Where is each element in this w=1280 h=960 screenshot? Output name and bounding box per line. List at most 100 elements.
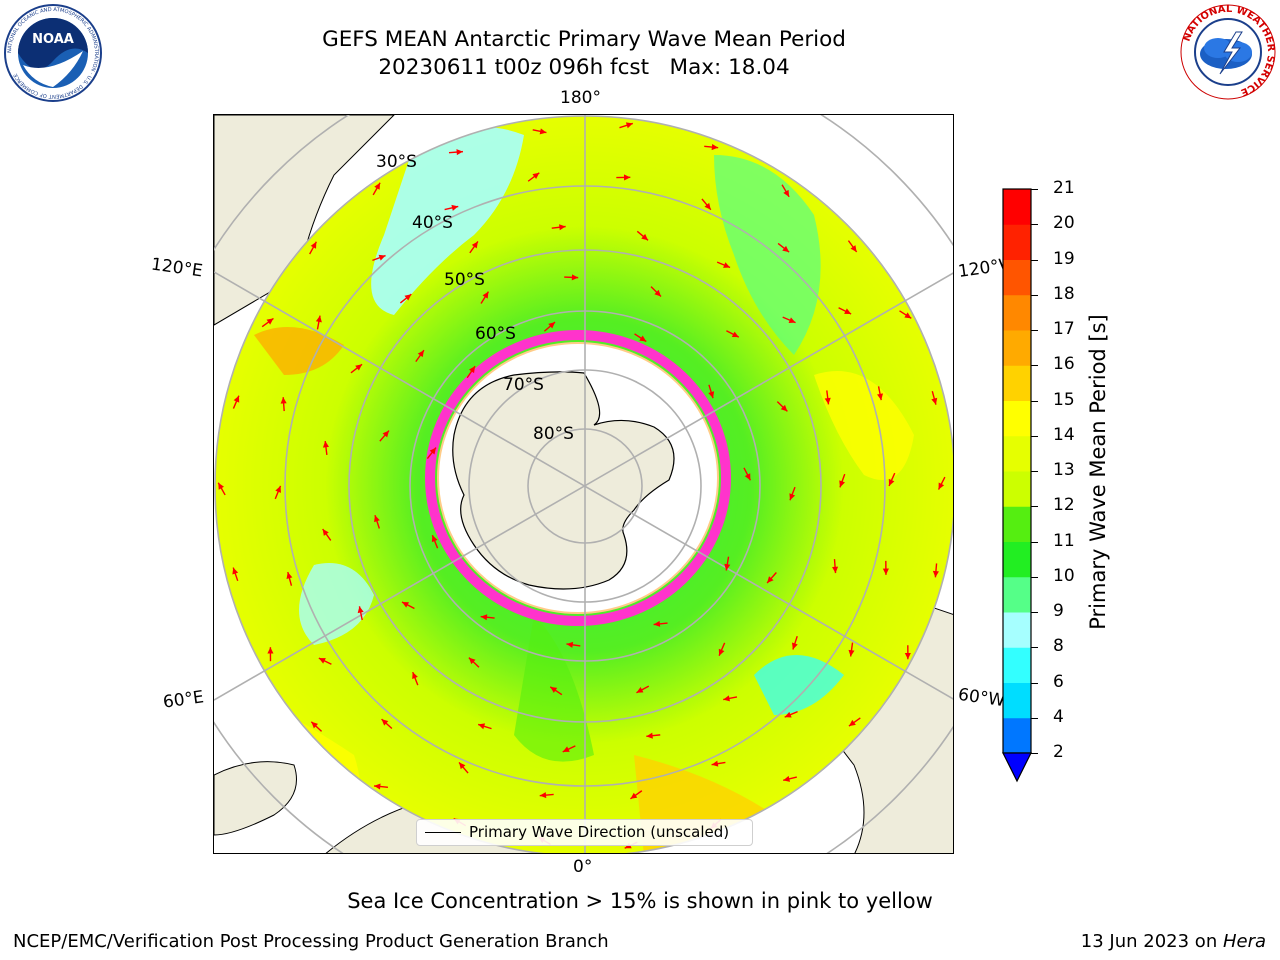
wave-arrow-head — [562, 746, 570, 752]
wave-arrow-head — [431, 535, 438, 543]
lat-label-70s: 70°S — [503, 375, 544, 395]
wave-arrow-head — [731, 331, 739, 338]
colorbar-tick-label: 21 — [1053, 178, 1075, 198]
lat-label-30s: 30°S — [376, 152, 417, 172]
wave-arrow-head — [378, 254, 386, 261]
wave-arrow-head — [429, 447, 437, 455]
colorbar-tick-label: 16 — [1053, 354, 1075, 375]
wave-arrow-head — [280, 397, 287, 404]
wave-arrow-head — [877, 393, 884, 401]
colorbar-tick-label: 6 — [1053, 671, 1064, 692]
colorbar-tick-mark — [1031, 753, 1038, 755]
wave-arrow-head — [404, 294, 412, 301]
noaa-logo: NOAA NATIONAL OCEANIC AND ATMOSPHERIC AD… — [4, 4, 102, 102]
wave-arrow-head — [401, 602, 409, 608]
wave-arrow-head — [469, 366, 476, 374]
wave-arrow-head — [832, 566, 839, 574]
wave-arrow-head — [718, 648, 725, 656]
wave-arrow-head — [636, 687, 644, 693]
wave-arrow-head — [539, 128, 547, 135]
lat-label-40s: 40°S — [412, 213, 453, 233]
wave-arrow-head — [232, 567, 239, 575]
wave-arrow-head — [888, 478, 895, 486]
wave-arrow-head — [478, 723, 486, 730]
wave-arrow-head — [468, 657, 476, 665]
wave-arrow-head — [381, 719, 389, 726]
antarctica — [452, 371, 675, 590]
colorbar-tick-mark — [1031, 506, 1038, 508]
colorbar-tick-label: 13 — [1053, 460, 1075, 480]
colorbar-tick-mark — [1031, 294, 1038, 296]
wave-arrow-head — [641, 233, 649, 241]
wave-arrow-head — [623, 174, 631, 181]
colorbar-tick-label: 12 — [1053, 495, 1075, 516]
wave-arrow-head — [355, 364, 363, 371]
wave-arrow-head — [233, 395, 240, 403]
wave-arrow-head — [784, 711, 792, 718]
wave-arrow-head — [322, 441, 329, 448]
lon-label-120e: 120°E — [149, 254, 204, 282]
wave-arrow-head — [708, 391, 715, 399]
wave-direction-arrows — [217, 122, 946, 849]
colorbar-segment — [1003, 259, 1031, 296]
colorbar-tick-mark — [1031, 400, 1038, 402]
wave-arrow-head — [848, 719, 856, 727]
legend-line-swatch — [425, 832, 461, 834]
legend-label: Primary Wave Direction (unscaled) — [469, 823, 730, 841]
colorbar-segment — [1003, 647, 1031, 683]
colorbar-tick-mark — [1031, 189, 1038, 191]
lat-label-60s: 60°S — [475, 324, 516, 344]
map-subtitle: 20230611 t00z 096h fcst Max: 18.04 — [378, 55, 790, 80]
lon-label-0: 0° — [573, 857, 593, 877]
wave-arrow-head — [646, 732, 653, 739]
nws-logo: NATIONAL WEATHER SERVICE — [1180, 4, 1276, 100]
wave-arrow-head — [850, 245, 857, 252]
wave-arrow-head — [275, 485, 281, 493]
wave-arrow-head — [654, 289, 661, 297]
wave-arrow-head — [824, 397, 831, 405]
wave-arrow-head — [723, 262, 731, 268]
colorbar-segment — [1003, 717, 1031, 754]
colorbar-segment — [1003, 400, 1031, 437]
colorbar-segment — [1003, 224, 1031, 260]
footer-right: 13 Jun 2023 on Hera — [1080, 931, 1266, 952]
wave-arrow-head — [532, 172, 540, 180]
wave-arrow-head — [539, 792, 547, 799]
wave-arrow-head — [471, 241, 478, 249]
colorbar-segment — [1003, 294, 1031, 331]
wave-arrow-head — [904, 312, 912, 319]
colorbar-tick-mark — [1031, 541, 1038, 543]
wave-arrow-head — [767, 576, 774, 583]
map-title: GEFS MEAN Antarctic Primary Wave Mean Pe… — [322, 27, 846, 52]
wave-arrow-head — [783, 775, 791, 782]
lon-label-180: 180° — [560, 88, 601, 108]
colorbar-segment — [1003, 365, 1031, 401]
colorbar-tick-label: 15 — [1053, 389, 1075, 410]
wave-arrow-head — [788, 317, 796, 323]
colorbar-segment — [1003, 506, 1031, 542]
wave-arrow-head — [711, 144, 719, 151]
colorbar-tick-label: 2 — [1053, 742, 1064, 762]
lat-label-80s: 80°S — [533, 424, 574, 444]
wave-arrow-head — [780, 404, 788, 412]
wave-arrow-head — [724, 563, 731, 571]
wave-arrow-head — [744, 473, 751, 481]
colorbar-tick-mark — [1031, 259, 1038, 261]
wave-arrow-head — [848, 649, 855, 657]
wave-arrow-head — [723, 695, 730, 702]
wave-arrow-head — [844, 308, 852, 314]
wave-arrow-head — [559, 224, 566, 231]
wave-arrow-head — [480, 614, 488, 621]
colorbar-tick-mark — [1031, 682, 1038, 684]
wave-arrow-head — [653, 620, 661, 627]
wave-arrow-head — [315, 315, 322, 323]
colorbar-tick-label: 11 — [1053, 530, 1075, 551]
wave-arrow-head — [322, 529, 329, 536]
colorbar-segment — [1003, 576, 1031, 613]
wave-arrow-head — [839, 480, 845, 488]
colorbar-tick-mark — [1031, 576, 1038, 578]
wave-arrow-head — [931, 397, 938, 405]
wave-arrow-head — [789, 493, 796, 501]
colorbar-tick-mark — [1031, 224, 1038, 226]
wave-arrow-head — [374, 182, 381, 190]
